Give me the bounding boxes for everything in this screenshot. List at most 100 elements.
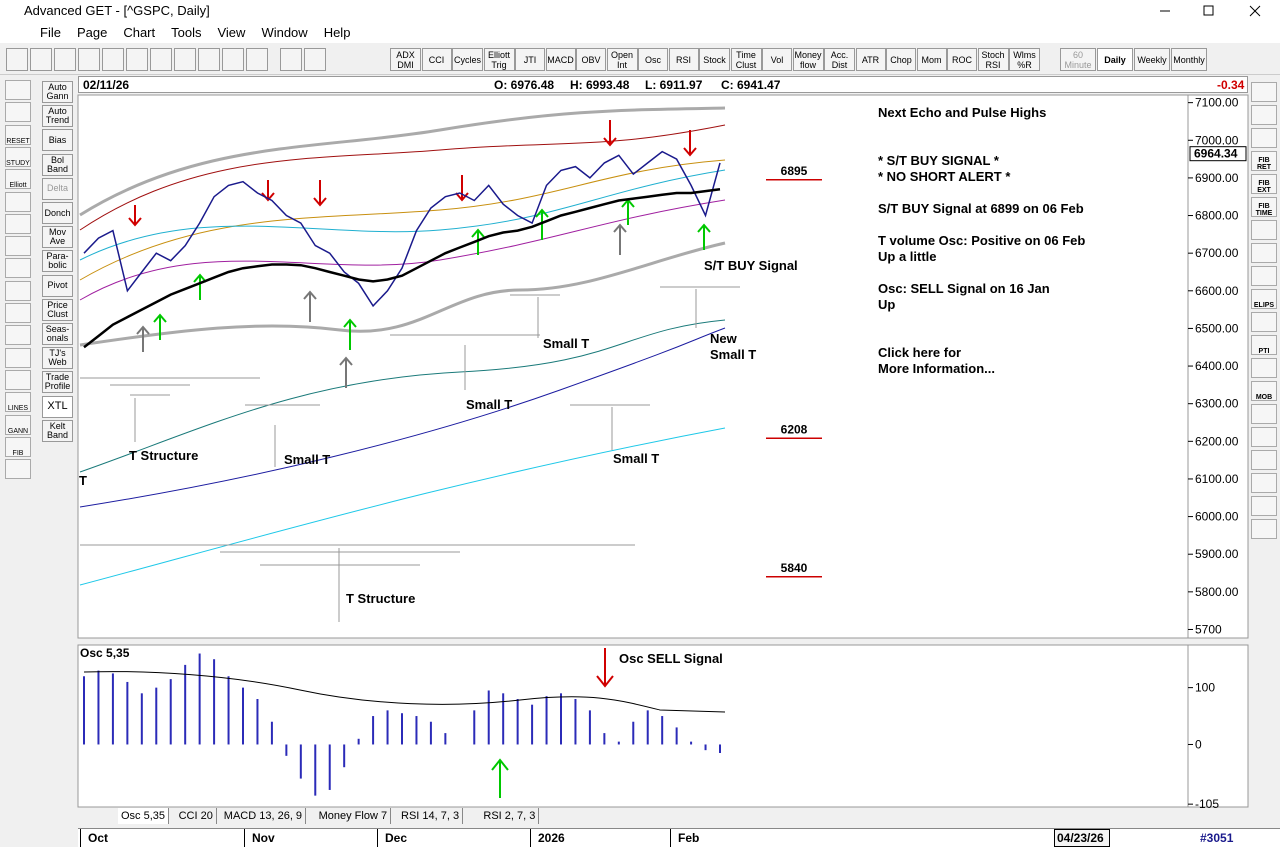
tool-icon[interactable] bbox=[174, 48, 196, 71]
tool-icon[interactable] bbox=[1251, 220, 1277, 240]
indicator-tab[interactable]: MACD 13, 26, 9 bbox=[221, 808, 307, 824]
tool-icon[interactable] bbox=[1251, 151, 1277, 171]
tool-icon[interactable] bbox=[126, 48, 148, 71]
study-toggle[interactable]: Seas-onals bbox=[42, 323, 73, 345]
tool-icon[interactable] bbox=[1251, 197, 1277, 217]
tool-icon[interactable] bbox=[1251, 243, 1277, 263]
tool-icon[interactable] bbox=[5, 459, 31, 480]
tool-icon[interactable] bbox=[222, 48, 244, 71]
study-button[interactable]: ADX DMI bbox=[390, 48, 421, 71]
tool-icon[interactable] bbox=[5, 258, 31, 279]
tool-icon[interactable] bbox=[102, 48, 124, 71]
study-toggle[interactable]: Delta bbox=[42, 177, 73, 200]
tool-icon[interactable] bbox=[5, 414, 31, 435]
tool-icon[interactable] bbox=[5, 102, 31, 123]
tool-icon[interactable] bbox=[5, 236, 31, 257]
study-toggle[interactable]: TJ's Web bbox=[42, 347, 73, 370]
study-button[interactable]: Mom bbox=[916, 48, 947, 71]
menu-item[interactable]: Tools bbox=[171, 25, 202, 40]
tool-icon[interactable] bbox=[5, 146, 31, 167]
menu-item[interactable]: Window bbox=[261, 25, 308, 40]
tool-icon[interactable] bbox=[78, 48, 100, 71]
study-button[interactable]: Vol bbox=[762, 48, 792, 71]
study-toggle[interactable]: Bias bbox=[42, 129, 73, 152]
study-toggle[interactable]: Para-bolic bbox=[42, 250, 73, 273]
timeframe-button[interactable]: Monthly bbox=[1171, 48, 1207, 71]
tool-icon[interactable] bbox=[1251, 174, 1277, 194]
tool-icon[interactable] bbox=[198, 48, 220, 71]
study-button[interactable]: Open Int bbox=[606, 48, 638, 71]
tool-icon[interactable] bbox=[54, 48, 76, 71]
tool-icon[interactable] bbox=[1251, 381, 1277, 401]
menu-item[interactable]: File bbox=[40, 25, 61, 40]
tool-icon[interactable] bbox=[1251, 496, 1277, 516]
indicator-tab[interactable]: CCI 20 bbox=[176, 808, 217, 824]
study-toggle[interactable]: XTL bbox=[42, 395, 73, 418]
tool-icon[interactable] bbox=[246, 48, 268, 71]
study-button[interactable]: Money flow bbox=[792, 48, 824, 71]
tool-icon[interactable] bbox=[5, 213, 31, 234]
timeframe-button[interactable]: Weekly bbox=[1134, 48, 1170, 71]
menu-item[interactable]: View bbox=[217, 25, 246, 40]
tool-icon[interactable] bbox=[1251, 312, 1277, 332]
menu-item[interactable]: Page bbox=[76, 25, 108, 40]
study-toggle[interactable]: Mov Ave bbox=[42, 226, 73, 249]
tool-icon[interactable] bbox=[280, 48, 302, 71]
tool-icon[interactable] bbox=[150, 48, 172, 71]
tool-icon[interactable] bbox=[5, 124, 31, 145]
study-button[interactable]: RSI bbox=[668, 48, 699, 71]
study-button[interactable]: Wlms %R bbox=[1009, 48, 1040, 71]
tool-icon[interactable] bbox=[1251, 335, 1277, 355]
tool-icon[interactable] bbox=[5, 369, 31, 390]
tool-icon[interactable] bbox=[30, 48, 52, 71]
tool-icon[interactable] bbox=[1251, 105, 1277, 125]
study-button[interactable]: Osc bbox=[638, 48, 668, 71]
study-button[interactable]: Cycles bbox=[452, 48, 483, 71]
tool-icon[interactable] bbox=[1251, 358, 1277, 378]
timeframe-button[interactable]: Daily bbox=[1097, 48, 1133, 71]
indicator-tab[interactable]: Osc 5,35 bbox=[118, 808, 170, 824]
indicator-tab[interactable]: RSI 2, 7, 3 bbox=[480, 808, 540, 824]
tool-icon[interactable] bbox=[1251, 289, 1277, 309]
tool-icon[interactable] bbox=[5, 303, 31, 323]
study-button[interactable]: OBV bbox=[576, 48, 606, 71]
tool-icon[interactable] bbox=[1251, 519, 1277, 539]
tool-icon[interactable] bbox=[304, 48, 326, 71]
tool-icon[interactable] bbox=[5, 436, 31, 457]
tool-icon[interactable] bbox=[5, 280, 31, 301]
study-button[interactable]: Acc. Dist bbox=[824, 48, 855, 71]
study-toggle[interactable]: Trade Profile bbox=[42, 371, 73, 394]
study-toggle[interactable]: Bol Band bbox=[42, 153, 73, 176]
tool-icon[interactable] bbox=[1251, 128, 1277, 148]
study-button[interactable]: ATR bbox=[855, 48, 886, 71]
menu-item[interactable]: Help bbox=[323, 25, 351, 40]
tool-icon[interactable] bbox=[1251, 473, 1277, 493]
study-button[interactable]: JTI bbox=[515, 48, 545, 71]
study-toggle[interactable]: Kelt Band bbox=[42, 419, 73, 442]
study-button[interactable]: ROC bbox=[947, 48, 977, 71]
study-button[interactable]: Stock bbox=[699, 48, 730, 71]
study-button[interactable]: MACD bbox=[545, 48, 576, 71]
study-toggle[interactable]: Auto Trend bbox=[42, 105, 73, 128]
tool-icon[interactable] bbox=[1251, 404, 1277, 424]
tool-icon[interactable] bbox=[1251, 450, 1277, 470]
tool-icon[interactable] bbox=[5, 325, 31, 346]
tool-icon[interactable] bbox=[6, 48, 28, 71]
tool-icon[interactable] bbox=[5, 191, 31, 212]
study-toggle[interactable]: Donch bbox=[42, 202, 73, 224]
window-controls[interactable] bbox=[1150, 0, 1280, 22]
study-toggle[interactable]: Price Clust bbox=[42, 298, 73, 321]
tool-icon[interactable] bbox=[5, 392, 31, 413]
study-toggle[interactable]: Auto Gann bbox=[42, 81, 73, 103]
tool-icon[interactable] bbox=[1251, 427, 1277, 447]
tool-icon[interactable] bbox=[5, 169, 31, 190]
study-button[interactable]: Stoch RSI bbox=[977, 48, 1009, 71]
tool-icon[interactable] bbox=[5, 80, 31, 100]
study-button[interactable]: Chop bbox=[886, 48, 916, 71]
indicator-tab[interactable]: RSI 14, 7, 3 bbox=[398, 808, 464, 824]
tool-icon[interactable] bbox=[1251, 82, 1277, 102]
study-button[interactable]: Time Clust bbox=[730, 48, 762, 71]
indicator-tab[interactable]: Money Flow 7 bbox=[316, 808, 392, 824]
study-button[interactable]: CCI bbox=[421, 48, 452, 71]
tool-icon[interactable] bbox=[5, 347, 31, 368]
